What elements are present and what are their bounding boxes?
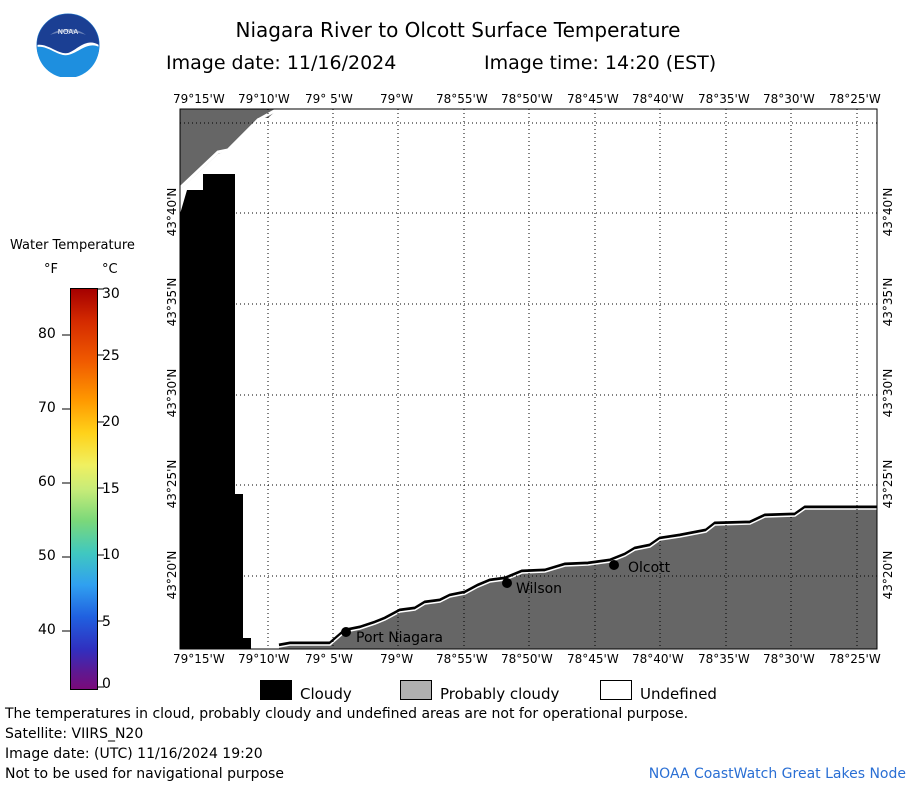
logo-text: NOAA: [58, 28, 79, 36]
colorbar-c-tick: 30: [102, 286, 120, 302]
colorbar-unit-f: °F: [44, 262, 58, 277]
probably-cloudy-shore: [279, 507, 877, 649]
colorbar-f-tick: 40: [38, 622, 56, 638]
colorbar-c-tick: 5: [102, 614, 111, 630]
lon-label: 78°25'W: [829, 92, 881, 106]
place-label-port-niagara: Port Niagara: [356, 630, 443, 646]
lon-label: 78°45'W: [567, 92, 619, 106]
map-title: Niagara River to Olcott Surface Temperat…: [235, 18, 681, 42]
lon-label: 79°15'W: [173, 92, 225, 106]
lon-label: 79° 5'W: [305, 92, 353, 106]
lon-label: 79°W: [380, 652, 414, 666]
lon-label: 78°35'W: [698, 92, 750, 106]
colorbar-c-tick: 0: [102, 676, 111, 692]
legend-label-cloudy: Cloudy: [300, 685, 352, 703]
lon-label: 79°10'W: [238, 92, 290, 106]
colorbar-c-tick: 10: [102, 547, 120, 563]
cloudy-region: [180, 174, 251, 649]
legend-swatch-probably-cloudy: [400, 680, 432, 700]
colorbar-title: Water Temperature: [10, 238, 135, 253]
lon-label: 78°55'W: [436, 652, 488, 666]
note-image-date-utc: Image date: (UTC) 11/16/2024 19:20: [5, 746, 263, 762]
lon-label: 78°30'W: [763, 652, 815, 666]
map-frame: [179, 108, 878, 650]
lon-label: 78°45'W: [567, 652, 619, 666]
lon-label: 78°35'W: [698, 652, 750, 666]
lon-label: 79°W: [380, 92, 414, 106]
lon-label: 78°40'W: [632, 92, 684, 106]
image-time: Image time: 14:20 (EST): [484, 52, 717, 74]
lon-label: 79°15'W: [173, 652, 225, 666]
colorbar-f-tick: 80: [38, 326, 56, 342]
note-disclaimer: The temperatures in cloud, probably clou…: [5, 706, 689, 722]
colorbar-gradient: [70, 288, 98, 690]
colorbar-ticks: [62, 288, 104, 688]
lon-label: 78°50'W: [501, 652, 553, 666]
colorbar-f-tick: 50: [38, 548, 56, 564]
colorbar-c-tick: 15: [102, 481, 120, 497]
lon-label: 79° 5'W: [305, 652, 353, 666]
port-niagara-marker: [341, 627, 351, 637]
colorbar-f-tick: 60: [38, 474, 56, 490]
legend-swatch-cloudy: [260, 680, 292, 700]
note-navigation: Not to be used for navigational purpose: [5, 766, 284, 782]
colorbar-f-tick: 70: [38, 400, 56, 416]
credit-link[interactable]: NOAA CoastWatch Great Lakes Node: [648, 766, 906, 782]
wilson-marker: [502, 578, 512, 588]
image-date: Image date: 11/16/2024: [166, 52, 397, 74]
note-satellite: Satellite: VIIRS_N20: [5, 726, 144, 742]
lon-label: 78°25'W: [829, 652, 881, 666]
lon-label: 78°30'W: [763, 92, 815, 106]
lon-label: 78°50'W: [501, 92, 553, 106]
legend-label-undefined: Undefined: [640, 685, 717, 703]
place-label-wilson: Wilson: [516, 581, 563, 597]
colorbar-unit-c: °C: [102, 262, 118, 277]
lon-label: 78°40'W: [632, 652, 684, 666]
lon-label: 78°55'W: [436, 92, 488, 106]
legend-label-probably-cloudy: Probably cloudy: [440, 685, 560, 703]
place-label-olcott: Olcott: [628, 560, 671, 576]
legend-swatch-undefined: [600, 680, 632, 700]
noaa-logo: NOAA: [36, 13, 100, 77]
colorbar-c-tick: 20: [102, 414, 120, 430]
colorbar-c-tick: 25: [102, 348, 120, 364]
olcott-marker: [609, 560, 619, 570]
grid-lines: [180, 109, 877, 649]
lon-label: 79°10'W: [238, 652, 290, 666]
